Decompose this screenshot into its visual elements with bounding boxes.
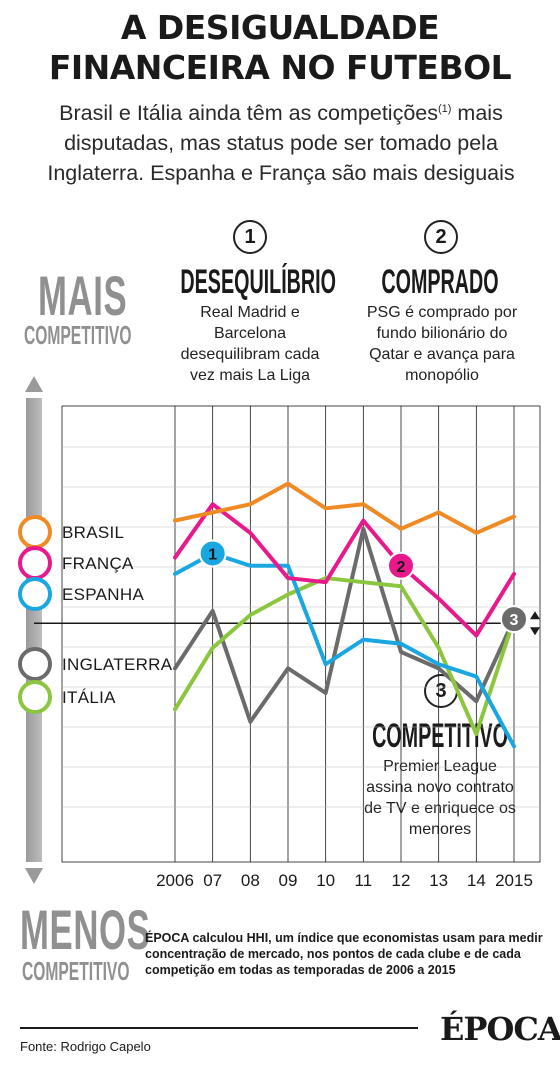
x-tick-label: 09 bbox=[279, 871, 298, 890]
x-tick-label: 07 bbox=[203, 871, 222, 890]
label-brasil: BRASIL bbox=[62, 523, 125, 542]
plot-frame bbox=[61, 405, 541, 863]
title-line-1: A DESIGUALDADE bbox=[120, 8, 440, 47]
series-line-frança bbox=[173, 502, 516, 638]
series-line-itália bbox=[173, 576, 516, 737]
x-tick-label: 12 bbox=[392, 871, 411, 890]
x-tick-label: 14 bbox=[467, 871, 486, 890]
marker-3-label: 3 bbox=[510, 612, 519, 629]
x-tick-label: 2015 bbox=[495, 871, 533, 890]
x-tick-label: 13 bbox=[429, 871, 448, 890]
premier-league-logo-icon bbox=[18, 647, 52, 681]
label-franca: FRANÇA bbox=[62, 554, 134, 573]
up-arrow-icon bbox=[25, 376, 43, 392]
methodology-note: ÉPOCA calculou HHI, um índice que econom… bbox=[145, 931, 543, 977]
title-line-2: FINANCEIRA NO FUTEBOL bbox=[48, 48, 512, 87]
scale-bottom-big: MENOS bbox=[20, 898, 151, 961]
subtitle: Brasil e Itália ainda têm as competições… bbox=[16, 94, 546, 188]
ligue1-logo-icon bbox=[18, 546, 52, 580]
subtitle-text-rest: mais disputadas, mas status pode ser tom… bbox=[47, 101, 515, 186]
reference-up-icon bbox=[530, 611, 540, 620]
series-line-inglaterra bbox=[173, 526, 516, 724]
scale-top-big: MAIS bbox=[38, 264, 128, 327]
label-espanha: ESPANHA bbox=[62, 585, 145, 604]
note-1-number: 1 bbox=[233, 220, 267, 254]
marker-2-label: 2 bbox=[397, 559, 406, 576]
brasileirao-logo-icon bbox=[18, 515, 52, 549]
subtitle-footnote-mark: (1) bbox=[438, 103, 452, 115]
note-1-heading: DESEQUILÍBRIO bbox=[180, 263, 336, 301]
marker-2 bbox=[387, 551, 415, 580]
scale-bottom-small: COMPETITIVO bbox=[22, 956, 130, 986]
footer-rule bbox=[20, 1027, 418, 1029]
x-tick-label: 10 bbox=[316, 871, 335, 890]
note-2-number: 2 bbox=[424, 220, 458, 254]
label-inglaterra: INGLATERRA bbox=[62, 655, 173, 674]
down-arrow-icon bbox=[25, 868, 43, 884]
reference-down-icon bbox=[530, 627, 540, 636]
label-italia: ITÁLIA bbox=[62, 688, 116, 707]
note-3-body: Premier League assina novo contrato de T… bbox=[360, 756, 520, 840]
note-2-body: PSG é comprado por fundo bilionário do Q… bbox=[366, 304, 518, 384]
page-title: A DESIGUALDADE FINANCEIRA NO FUTEBOL bbox=[0, 8, 560, 88]
laliga-logo-icon bbox=[18, 577, 52, 611]
marker-1-label: 1 bbox=[208, 546, 217, 563]
x-tick-label: 11 bbox=[355, 871, 373, 890]
scale-bar bbox=[26, 398, 42, 862]
marker-3 bbox=[500, 605, 528, 634]
subtitle-text: Brasil e Itália ainda têm as competições bbox=[59, 101, 438, 126]
source-credit: Fonte: Rodrigo Capelo bbox=[20, 1039, 151, 1054]
note-2-heading: COMPRADO bbox=[381, 263, 499, 301]
series-line-brasil bbox=[173, 481, 516, 535]
series-line-espanha bbox=[173, 551, 516, 749]
note-3-heading: COMPETITIVO bbox=[372, 717, 508, 755]
note-1-body: Real Madrid e Barcelona desequilibram ca… bbox=[180, 304, 320, 384]
marker-1 bbox=[198, 539, 227, 568]
x-tick-label: 2006 bbox=[156, 871, 194, 890]
epoca-logo: ÉPOCA bbox=[440, 1010, 560, 1048]
serie-a-logo-icon bbox=[18, 680, 52, 714]
scale-top-small: COMPETITIVO bbox=[24, 320, 132, 350]
x-tick-label: 08 bbox=[241, 871, 260, 890]
